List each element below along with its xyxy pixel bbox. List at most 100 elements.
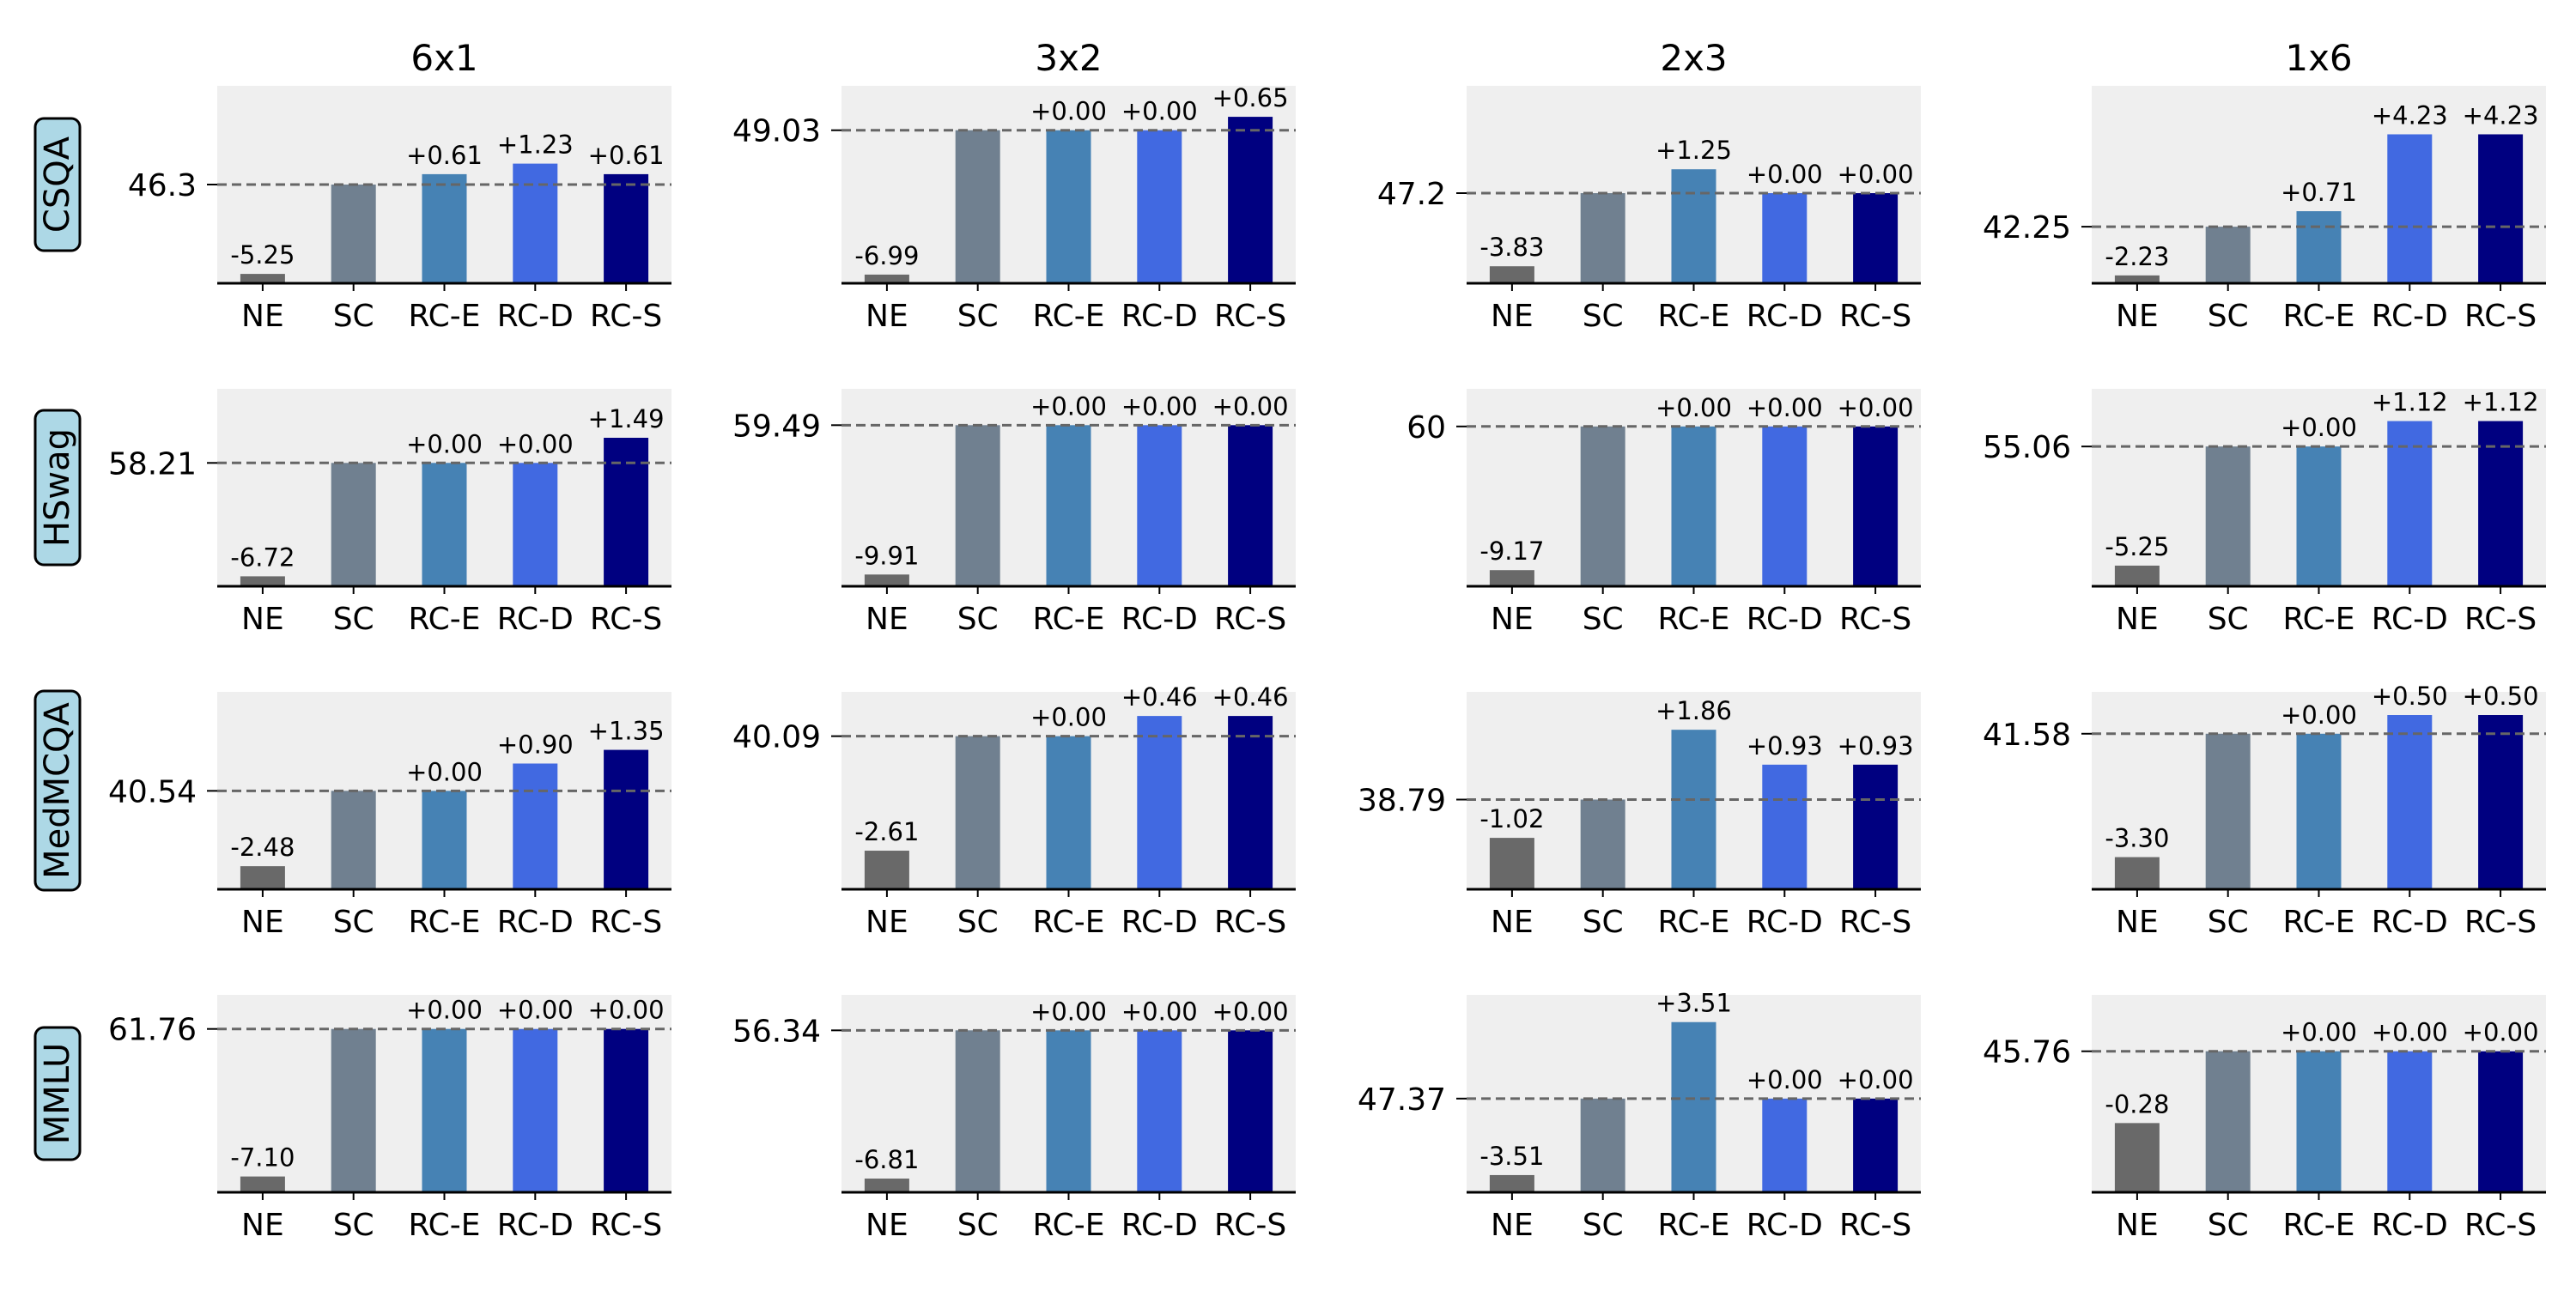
x-tick-label-sc: SC [2208, 905, 2249, 940]
value-label-rc-d: +0.00 [1121, 97, 1198, 126]
value-label-rc-s: +0.00 [1838, 393, 1914, 422]
x-tick-label-rc-e: RC-E [408, 905, 480, 940]
bar-rc-d [2387, 715, 2433, 889]
row-label-text: CSQA [38, 136, 77, 233]
x-tick-label-rc-e: RC-E [1657, 905, 1729, 940]
bar-rc-d [1137, 425, 1182, 586]
bar-rc-d [1137, 130, 1182, 283]
value-label-rc-s: +0.00 [1212, 997, 1289, 1026]
bar-ne [240, 576, 285, 586]
value-label-rc-d: +4.23 [2372, 100, 2448, 130]
x-tick-label-ne: NE [1491, 299, 1534, 334]
row-label-mmlu: MMLU [33, 1026, 82, 1161]
bar-rc-e [422, 173, 467, 283]
value-label-rc-d: +0.90 [497, 730, 574, 760]
x-tick-label-rc-d: RC-D [497, 1208, 574, 1243]
bar-rc-d [513, 463, 558, 586]
bar-rc-e [1046, 736, 1091, 889]
x-tick-label-rc-s: RC-S [1214, 602, 1286, 637]
x-tick-label-sc: SC [957, 299, 999, 334]
x-tick-label-rc-d: RC-D [1121, 905, 1198, 940]
panel-mmlu-1x6: -0.28 NE SC +0.00 RC-E +0.00 RC-D +0.00 RC-S 45.7… [1983, 995, 2546, 1243]
y-tick-label: 38.79 [1358, 783, 1446, 818]
bar-sc [2205, 446, 2251, 586]
x-tick-label-rc-e: RC-E [408, 1208, 480, 1243]
y-tick-label: 47.37 [1358, 1082, 1446, 1118]
panel-medmcqa-1x6: -3.30 NE SC +0.00 RC-E +0.50 RC-D +0.50 RC-S 41.5… [1983, 682, 2546, 940]
x-tick-label-rc-s: RC-S [590, 905, 662, 940]
x-tick-label-sc: SC [957, 905, 999, 940]
row-label-box [33, 117, 82, 252]
x-tick-label-rc-s: RC-S [1839, 1208, 1911, 1243]
bar-sc [2205, 1051, 2251, 1192]
x-tick-label-rc-d: RC-D [1747, 1208, 1823, 1243]
value-label-rc-d: +0.93 [1747, 731, 1823, 761]
x-tick-label-ne: NE [2116, 299, 2159, 334]
value-label-rc-d: +0.00 [1747, 1065, 1823, 1094]
x-tick-label-rc-d: RC-D [2372, 299, 2448, 334]
x-tick-label-rc-d: RC-D [497, 602, 574, 637]
row-label-medmcqa: MedMCQA [33, 689, 82, 892]
y-tick-label: 40.54 [108, 774, 197, 809]
value-label-ne: -6.81 [854, 1145, 919, 1174]
x-tick-label-rc-s: RC-S [1839, 299, 1911, 334]
value-label-rc-s: +0.46 [1212, 682, 1289, 712]
y-tick-label: 55.06 [1983, 430, 2071, 465]
value-label-rc-d: +1.23 [497, 130, 574, 160]
x-tick-label-ne: NE [241, 1208, 284, 1243]
bar-rc-d [1762, 426, 1807, 586]
bar-ne [1489, 838, 1534, 889]
bar-rc-e [2296, 211, 2342, 283]
bar-ne [864, 1179, 909, 1192]
bar-rc-e [2296, 446, 2342, 586]
value-label-rc-d: +0.00 [2372, 1018, 2448, 1047]
bar-ne [1489, 570, 1534, 586]
x-tick-label-rc-e: RC-E [408, 299, 480, 334]
value-label-rc-s: +0.00 [1838, 1065, 1914, 1094]
x-tick-label-rc-d: RC-D [1747, 905, 1823, 940]
value-label-rc-s: +0.93 [1838, 731, 1914, 761]
value-label-rc-d: +0.00 [1121, 997, 1198, 1026]
x-tick-label-rc-s: RC-S [1214, 1208, 1286, 1243]
value-label-ne: -3.83 [1479, 233, 1544, 262]
panel-csqa-3x2: -6.99 NE SC +0.00 RC-E +0.00 RC-D +0.65 RC-S 49.0… [732, 83, 1296, 334]
value-label-rc-e: +0.00 [1656, 393, 1732, 422]
bar-rc-e [2296, 1051, 2342, 1192]
panel-csqa-2x3: -3.83 NE SC +1.25 RC-E +0.00 RC-D +0.00 RC-S 47.2 [1377, 86, 1921, 334]
value-label-rc-e: +0.00 [2281, 413, 2357, 442]
value-label-rc-e: +0.00 [1030, 97, 1107, 126]
x-tick-label-rc-d: RC-D [1121, 299, 1198, 334]
bar-rc-d [2387, 1051, 2433, 1192]
value-label-rc-e: +0.00 [2281, 700, 2357, 730]
bar-rc-e [422, 791, 467, 889]
x-tick-label-rc-e: RC-E [1032, 905, 1104, 940]
value-label-rc-s: +0.50 [2463, 682, 2539, 711]
x-tick-label-ne: NE [1491, 905, 1534, 940]
value-label-rc-s: +0.00 [1212, 391, 1289, 421]
x-tick-label-ne: NE [866, 299, 908, 334]
value-label-ne: -5.25 [230, 240, 295, 270]
bar-rc-s [2478, 1051, 2524, 1192]
y-tick-label: 46.3 [128, 168, 197, 203]
value-label-rc-s: +0.61 [588, 141, 665, 170]
x-tick-label-ne: NE [866, 602, 908, 637]
x-tick-label-sc: SC [333, 299, 374, 334]
bar-rc-e [422, 1028, 467, 1192]
bar-sc [955, 130, 1000, 283]
x-tick-label-ne: NE [866, 905, 908, 940]
x-tick-label-rc-e: RC-E [1657, 299, 1729, 334]
bar-ne [2114, 565, 2160, 586]
bar-rc-s [2478, 715, 2524, 889]
bar-rc-e [1046, 1030, 1091, 1192]
column-title-1x6: 1x6 [2285, 37, 2352, 79]
panel-csqa-6x1: -5.25 NE SC +0.61 RC-E +1.23 RC-D +0.61 RC-S 46.3 [128, 86, 671, 334]
x-tick-label-rc-e: RC-E [1032, 1208, 1104, 1243]
y-tick-label: 40.09 [732, 720, 821, 755]
x-tick-label-ne: NE [241, 905, 284, 940]
bar-sc [331, 791, 376, 889]
x-tick-label-ne: NE [241, 602, 284, 637]
bar-rc-e [422, 463, 467, 586]
x-tick-label-sc: SC [2208, 299, 2249, 334]
bar-rc-s [604, 1028, 649, 1192]
